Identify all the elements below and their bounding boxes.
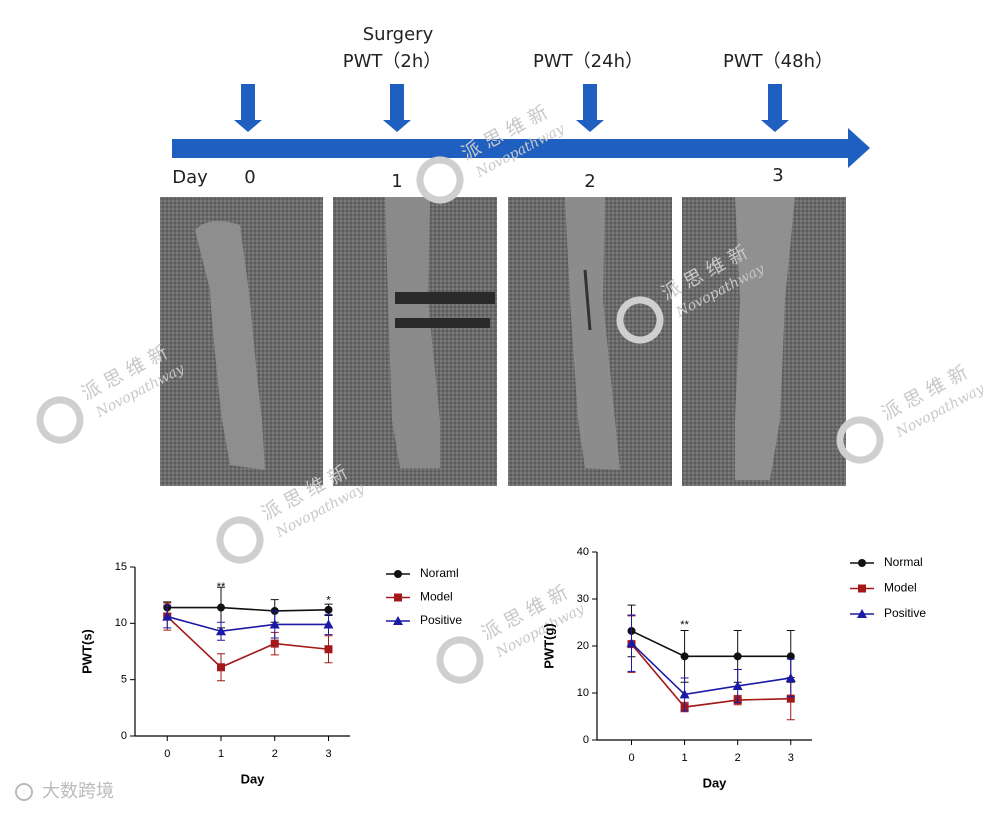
day-label: 3 xyxy=(772,165,783,186)
marker xyxy=(858,584,866,593)
legend-label: Noraml xyxy=(420,566,459,580)
day-label: 2 xyxy=(584,171,595,192)
marker xyxy=(394,593,402,602)
marker xyxy=(679,689,690,699)
marker xyxy=(394,570,402,578)
legend-label: Positive xyxy=(884,606,926,620)
y-tick-label: 40 xyxy=(577,546,589,558)
legend-label: Model xyxy=(420,590,453,604)
y-axis-label: PWT(g) xyxy=(541,623,556,668)
marker xyxy=(786,652,795,661)
watermark-source-logo xyxy=(15,783,33,801)
marker xyxy=(626,638,637,648)
marker xyxy=(217,603,225,612)
series-line xyxy=(166,615,329,669)
watermark-logo xyxy=(436,636,484,684)
step-label: PWT（2h） xyxy=(343,51,442,72)
event-label: Surgery xyxy=(363,24,434,45)
step-label: PWT（48h） xyxy=(723,51,833,72)
x-tick-label: 1 xyxy=(682,752,688,764)
x-tick-label: 2 xyxy=(272,748,278,760)
marker xyxy=(270,639,279,648)
day-axis-label: Day xyxy=(172,167,208,188)
y-tick-label: 30 xyxy=(577,593,589,605)
watermark-logo xyxy=(416,156,464,204)
marker xyxy=(324,605,333,614)
day-label: 1 xyxy=(391,171,402,192)
x-tick-label: 0 xyxy=(628,752,634,764)
marker xyxy=(323,619,334,629)
x-tick-label: 2 xyxy=(735,752,741,764)
x-tick-label: 1 xyxy=(218,748,224,760)
photo xyxy=(160,197,323,486)
legend-label: Normal xyxy=(884,555,923,569)
watermark-logo xyxy=(216,516,264,564)
down-arrows xyxy=(234,84,789,132)
x-tick-label: 0 xyxy=(164,748,170,760)
timeline-arrow xyxy=(172,128,870,168)
x-tick-label: 3 xyxy=(325,748,331,760)
series-line xyxy=(167,606,329,612)
marker xyxy=(680,652,689,661)
y-tick-label: 20 xyxy=(577,640,589,652)
photo xyxy=(333,197,497,486)
watermark-logo xyxy=(616,296,664,344)
y-tick-label: 5 xyxy=(121,674,127,686)
marker xyxy=(785,672,796,682)
x-axis-label: Day xyxy=(703,775,728,790)
marker xyxy=(858,559,866,567)
marker xyxy=(324,645,333,654)
photo xyxy=(682,197,846,486)
series-line xyxy=(630,643,791,708)
x-axis-label: Day xyxy=(241,771,266,786)
significance: ** xyxy=(217,581,226,593)
y-tick-label: 0 xyxy=(121,730,127,742)
legend-label: Positive xyxy=(420,613,462,627)
series-line xyxy=(631,630,791,658)
significance: ** xyxy=(680,619,689,631)
y-tick-label: 15 xyxy=(115,561,127,573)
watermark-logo xyxy=(36,396,84,444)
marker xyxy=(269,619,280,629)
legend-label: Model xyxy=(884,581,917,595)
series-line xyxy=(630,642,791,696)
y-tick-label: 10 xyxy=(577,687,589,699)
day-label: 0 xyxy=(244,167,255,188)
y-axis-label: PWT(s) xyxy=(79,629,94,674)
watermark-logo xyxy=(836,416,884,464)
step-label: PWT（24h） xyxy=(533,51,643,72)
y-tick-label: 0 xyxy=(583,734,589,746)
significance: * xyxy=(326,595,331,607)
photos xyxy=(160,197,846,486)
y-tick-label: 10 xyxy=(115,617,127,629)
marker xyxy=(217,663,225,672)
marker xyxy=(857,609,867,618)
marker xyxy=(733,652,742,661)
watermark-source: 大数跨境 xyxy=(42,781,114,801)
x-tick-label: 3 xyxy=(788,752,794,764)
series-line xyxy=(167,615,329,633)
marker xyxy=(162,611,173,621)
marker xyxy=(786,694,795,703)
marker xyxy=(732,680,743,690)
marker xyxy=(393,616,403,625)
marker xyxy=(216,626,226,636)
